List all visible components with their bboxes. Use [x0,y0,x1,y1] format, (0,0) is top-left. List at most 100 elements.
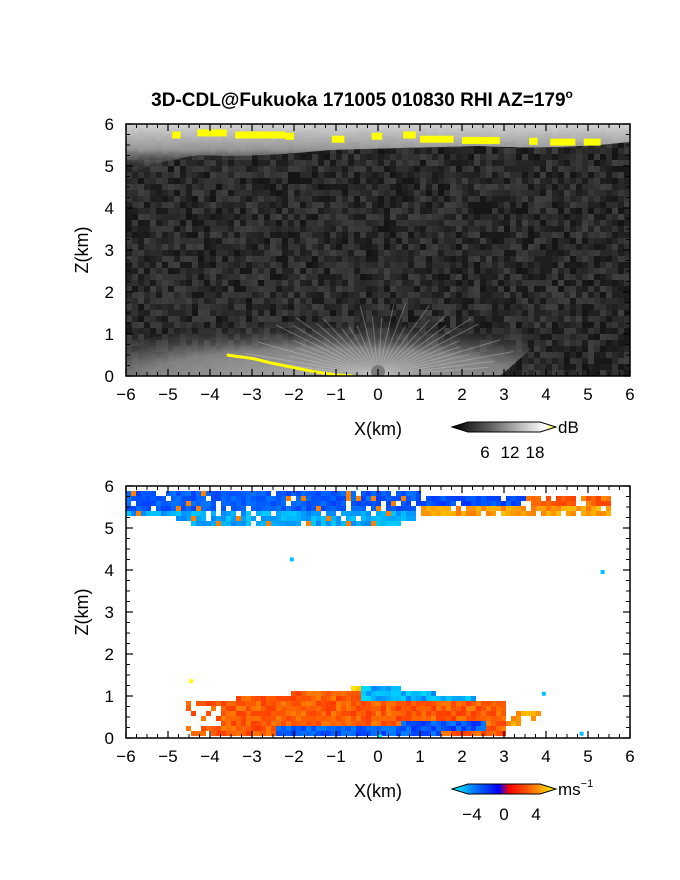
velocity-pixel [456,696,461,701]
noise-pixel [510,280,516,286]
velocity-pixel [291,706,296,711]
velocity-pixel [251,716,256,721]
noise-pixel [318,202,324,208]
velocity-pixel [331,721,336,726]
velocity-pixel [266,506,271,511]
noise-pixel [216,262,222,268]
noise-pixel [570,262,576,268]
noise-pixel [270,250,276,256]
velocity-pixel [241,726,246,731]
velocity-pixel [456,731,461,736]
noise-pixel [342,172,348,178]
velocity-pixel [441,501,446,506]
velocity-pixel [281,701,286,706]
noise-pixel [444,274,450,280]
velocity-pixel [411,726,416,731]
velocity-pixel [241,696,246,701]
noise-pixel [234,214,240,220]
noise-pixel [354,292,360,298]
noise-pixel [600,262,606,268]
noise-pixel [180,178,186,184]
noise-pixel [390,274,396,280]
noise-pixel [612,292,618,298]
noise-pixel [576,244,582,250]
velocity-pixel [336,501,341,506]
velocity-pixel [251,731,256,736]
velocity-pixel [156,511,161,516]
velocity-pixel [186,491,191,496]
velocity-pixel [451,496,456,501]
noise-pixel [336,154,342,160]
velocity-pixel [561,501,566,506]
noise-pixel [282,172,288,178]
noise-pixel [366,250,372,256]
noise-pixel [606,148,612,154]
noise-pixel [576,286,582,292]
noise-pixel [288,256,294,262]
noise-pixel [366,178,372,184]
velocity-pixel [421,501,426,506]
noise-pixel [456,184,462,190]
noise-pixel [354,190,360,196]
noise-pixel [480,160,486,166]
noise-pixel [618,238,624,244]
noise-pixel [516,226,522,232]
saturated-echo [172,131,181,139]
velocity-pixel [131,491,136,496]
velocity-pixel [251,516,256,521]
noise-pixel [222,178,228,184]
noise-pixel [480,244,486,250]
velocity-pixel [596,496,601,501]
velocity-pixel [226,731,231,736]
noise-pixel [180,268,186,274]
noise-pixel [390,214,396,220]
noise-pixel [204,208,210,214]
noise-pixel [594,184,600,190]
velocity-pixel [166,491,171,496]
noise-pixel [492,160,498,166]
noise-pixel [204,166,210,172]
noise-pixel [414,298,420,304]
noise-pixel [132,250,138,256]
noise-pixel [222,268,228,274]
noise-pixel [468,154,474,160]
noise-pixel [366,280,372,286]
noise-pixel [558,148,564,154]
velocity-pixel [381,516,386,521]
colorbar-tick-label: −4 [462,805,481,824]
velocity-pixel [221,496,226,501]
noise-pixel [408,172,414,178]
velocity-pixel [271,496,276,501]
noise-pixel [546,310,552,316]
noise-pixel [306,196,312,202]
velocity-pixel [506,506,511,511]
velocity-pixel [571,501,576,506]
noise-pixel [378,226,384,232]
noise-pixel [318,178,324,184]
noise-pixel [426,286,432,292]
noise-pixel [294,238,300,244]
velocity-pixel [306,506,311,511]
velocity-pixel [276,696,281,701]
noise-pixel [180,298,186,304]
noise-pixel [552,184,558,190]
velocity-pixel [426,706,431,711]
noise-pixel [372,238,378,244]
noise-pixel [270,238,276,244]
noise-pixel [132,226,138,232]
noise-pixel [498,214,504,220]
noise-pixel [330,286,336,292]
noise-pixel [618,142,624,148]
noise-pixel [288,166,294,172]
noise-pixel [192,184,198,190]
noise-pixel [606,298,612,304]
noise-pixel [570,202,576,208]
noise-pixel [378,190,384,196]
noise-pixel [312,202,318,208]
noise-pixel [510,274,516,280]
noise-pixel [294,310,300,316]
echo-ray [377,340,460,376]
noise-pixel [288,178,294,184]
noise-pixel [390,172,396,178]
noise-pixel [258,286,264,292]
